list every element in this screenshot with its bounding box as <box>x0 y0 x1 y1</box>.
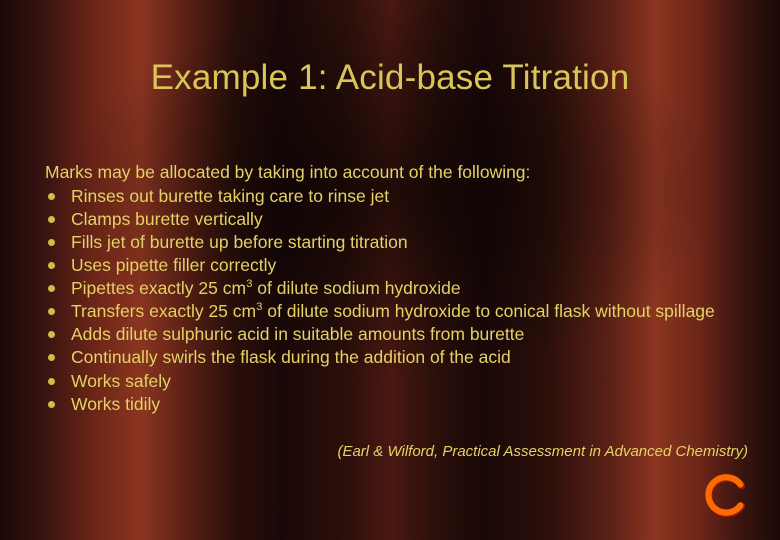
bullet-icon <box>48 331 55 338</box>
list-item: Clamps burette vertically <box>45 208 740 231</box>
logo-c-stroke <box>709 477 741 512</box>
bullet-text: Transfers exactly 25 cm3 of dilute sodiu… <box>71 300 740 323</box>
citation-text: (Earl & Wilford, Practical Assessment in… <box>337 443 748 460</box>
bullet-text: Rinses out burette taking care to rinse … <box>71 185 740 208</box>
list-item: Works safely <box>45 370 740 393</box>
bullet-icon <box>48 285 55 292</box>
bullet-list: Rinses out burette taking care to rinse … <box>45 185 740 416</box>
bullet-icon <box>48 216 55 223</box>
bullet-text: Uses pipette filler correctly <box>71 254 740 277</box>
bullet-icon <box>48 378 55 385</box>
bullet-text: Works tidily <box>71 393 740 416</box>
list-item: Rinses out burette taking care to rinse … <box>45 185 740 208</box>
slide: Example 1: Acid-base Titration Marks may… <box>0 0 780 540</box>
slide-title: Example 1: Acid-base Titration <box>0 58 780 98</box>
bullet-icon <box>48 262 55 269</box>
intro-text: Marks may be allocated by taking into ac… <box>45 161 740 183</box>
list-item: Fills jet of burette up before starting … <box>45 231 740 254</box>
list-item: Adds dilute sulphuric acid in suitable a… <box>45 323 740 346</box>
bullet-text: Adds dilute sulphuric acid in suitable a… <box>71 323 740 346</box>
list-item: Transfers exactly 25 cm3 of dilute sodiu… <box>45 300 740 323</box>
list-item: Pipettes exactly 25 cm3 of dilute sodium… <box>45 277 740 300</box>
bullet-text: Clamps burette vertically <box>71 208 740 231</box>
logo-icon <box>700 470 756 522</box>
bullet-icon <box>48 239 55 246</box>
bullet-icon <box>48 354 55 361</box>
bullet-icon <box>48 308 55 315</box>
bullet-icon <box>48 193 55 200</box>
bullet-text: Works safely <box>71 370 740 393</box>
list-item: Uses pipette filler correctly <box>45 254 740 277</box>
list-item: Continually swirls the flask during the … <box>45 346 740 369</box>
bullet-text: Fills jet of burette up before starting … <box>71 231 740 254</box>
bullet-icon <box>48 401 55 408</box>
bullet-text: Continually swirls the flask during the … <box>71 346 740 369</box>
list-item: Works tidily <box>45 393 740 416</box>
bullet-text: Pipettes exactly 25 cm3 of dilute sodium… <box>71 277 740 300</box>
